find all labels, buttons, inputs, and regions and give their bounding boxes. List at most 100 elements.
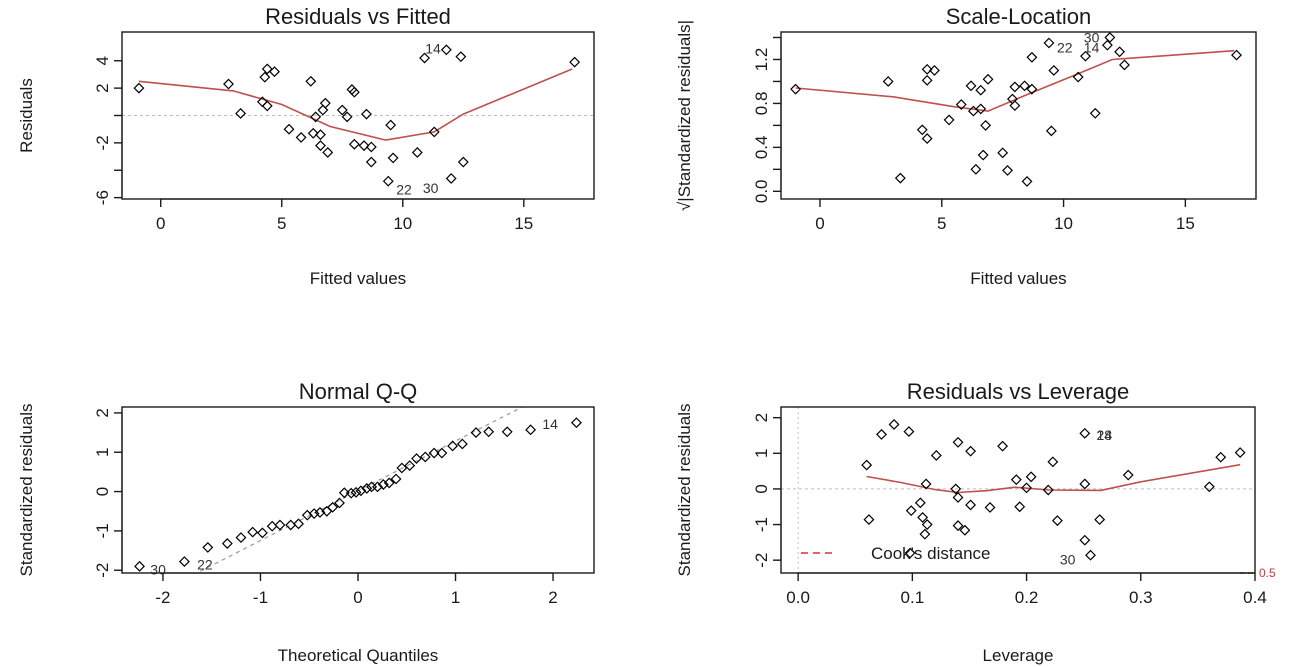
data-point <box>202 541 214 553</box>
data-point <box>445 173 457 184</box>
data-point <box>1114 46 1126 58</box>
data-point <box>525 424 537 436</box>
x-axis-label: Fitted values <box>310 269 406 288</box>
data-point <box>1119 59 1130 71</box>
x-tick-label: 1 <box>451 588 460 607</box>
plot-frame <box>780 31 1257 200</box>
data-point <box>315 140 326 152</box>
data-point <box>440 44 452 56</box>
y-axis: 0.0 0.4 0.8 1.2 <box>752 36 782 203</box>
data-point <box>1042 484 1054 496</box>
data-point <box>861 459 873 471</box>
data-point <box>1085 549 1096 561</box>
data-point <box>955 99 967 110</box>
x-axis-label: Leverage <box>983 646 1054 665</box>
data-point <box>1104 32 1116 43</box>
data-point <box>387 152 399 164</box>
data-point <box>283 123 295 135</box>
y-tick-label: -1 <box>752 517 771 532</box>
smoother-line <box>795 49 1235 112</box>
data-point <box>1079 427 1091 439</box>
y-axis: -2 -1 0 1 2 <box>93 408 123 578</box>
data-point <box>336 104 348 116</box>
chart-title: Scale-Location <box>946 4 1092 29</box>
x-tick-label: -2 <box>155 588 170 607</box>
data-point <box>447 440 459 452</box>
data-point <box>350 486 362 498</box>
data-point <box>970 163 982 175</box>
data-point <box>501 426 513 438</box>
data-point <box>570 417 582 429</box>
y-tick-label: 2 <box>93 83 112 92</box>
data-point <box>178 556 190 568</box>
plot-frame <box>780 406 1256 574</box>
cooks-contour-label: 0.5 <box>1259 566 1276 580</box>
smoother-line <box>138 68 573 141</box>
data-point <box>348 138 360 150</box>
x-axis: 0.0 0.1 0.2 0.3 0.4 <box>786 572 1267 607</box>
y-tick-label: 1 <box>752 449 771 458</box>
x-axis: 0 5 10 15 <box>156 198 533 233</box>
data-point <box>921 519 933 531</box>
data-point <box>1203 481 1215 493</box>
data-point <box>1101 39 1113 51</box>
point-label: 30 <box>423 180 439 196</box>
data-point <box>917 511 929 523</box>
data-point <box>307 127 319 139</box>
panel-normal-qq: Normal Q-Q Theoretical Quantiles Standardi… <box>17 379 595 665</box>
data-point <box>261 100 273 112</box>
data-point <box>319 97 331 109</box>
data-point <box>952 520 964 532</box>
data-point <box>952 436 964 448</box>
point-label: 30 <box>1084 29 1100 45</box>
chart-title: Residuals vs Fitted <box>265 4 451 29</box>
data-point <box>411 147 423 158</box>
data-point <box>274 519 286 531</box>
plot-area <box>781 407 1255 573</box>
data-point <box>965 445 977 457</box>
data-point <box>259 71 271 83</box>
data-point <box>334 497 345 509</box>
x-axis-label: Theoretical Quantiles <box>278 646 439 665</box>
y-axis-label: Standardized residuals <box>675 404 694 577</box>
y-axis-label: Residuals <box>17 78 36 153</box>
data-point <box>905 505 917 517</box>
data-point <box>419 451 431 463</box>
data-point <box>1094 514 1106 526</box>
point-label: 22 <box>396 181 412 197</box>
x-tick-label: 0 <box>156 214 165 233</box>
y-tick-label: 0 <box>752 484 771 493</box>
data-point <box>223 78 234 90</box>
y-tick-label: 1.2 <box>752 48 771 72</box>
y-tick-label: -6 <box>93 190 112 205</box>
data-point <box>876 428 887 440</box>
data-point <box>361 482 373 494</box>
data-point <box>1047 456 1059 468</box>
y-tick-label: -2 <box>93 135 112 150</box>
y-tick-label: 0.4 <box>752 136 771 160</box>
data-point <box>269 66 280 78</box>
data-point <box>341 111 353 123</box>
data-point <box>975 103 987 115</box>
y-tick-label: -2 <box>752 553 771 568</box>
data-point <box>929 65 940 76</box>
data-point <box>1122 469 1134 481</box>
data-point <box>1048 65 1060 76</box>
data-point <box>1021 482 1033 494</box>
x-tick-label: 5 <box>937 214 946 233</box>
chart-title: Residuals vs Leverage <box>907 379 1130 404</box>
data-point <box>1234 447 1246 459</box>
x-tick-label: -1 <box>253 588 268 607</box>
data-point <box>358 140 370 152</box>
data-point <box>470 427 482 439</box>
x-tick-label: 0 <box>353 588 362 607</box>
data-point <box>1043 37 1055 49</box>
data-point <box>921 74 933 86</box>
data-point <box>361 108 372 120</box>
point-label: 14 <box>425 40 441 56</box>
y-tick-label: 4 <box>93 56 112 65</box>
smoother-line <box>866 463 1241 494</box>
data-point <box>997 147 1009 159</box>
data-point <box>428 447 440 459</box>
